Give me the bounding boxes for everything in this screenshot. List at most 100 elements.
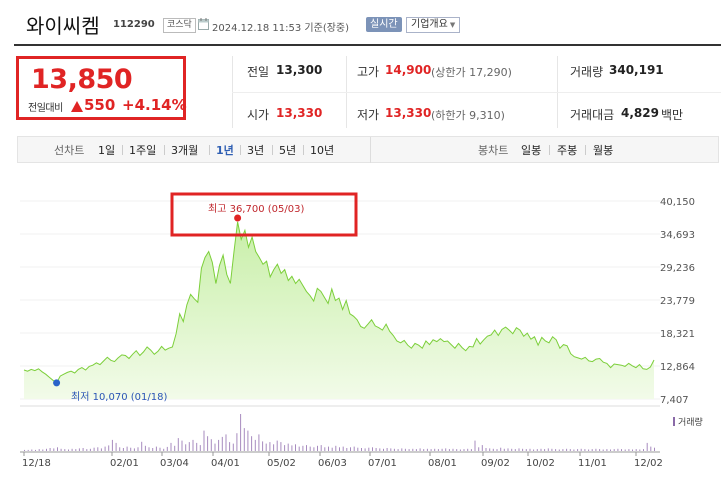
volume-bar (463, 449, 465, 451)
toolbar-separator (164, 145, 165, 155)
volume-bar (225, 434, 227, 452)
volume-bar (328, 446, 329, 451)
volume-bar (610, 449, 611, 451)
market-badge: 코스닥 (163, 18, 196, 33)
toolbar-separator (209, 145, 210, 155)
volume-bar (613, 449, 615, 451)
volume-bar (240, 414, 242, 451)
volume-bar (97, 447, 99, 451)
volume-bar (544, 449, 546, 451)
min-point (53, 379, 61, 387)
volume-bar (430, 449, 432, 451)
volume-bar (130, 447, 132, 451)
volume-bar (408, 449, 410, 451)
volume-bar (350, 447, 351, 451)
volume-value: 340,191 (609, 63, 664, 77)
volume-bar (624, 449, 626, 451)
volume-bar (218, 439, 220, 451)
volume-bar (496, 449, 498, 451)
period-3m[interactable]: 3개월 (171, 144, 199, 157)
volume-bar (448, 449, 450, 451)
volume-bar (291, 445, 293, 451)
y-tick-label: 40,150 (660, 197, 695, 208)
volume-bar (64, 449, 66, 451)
price-change: 550 (84, 96, 116, 114)
volume-bar (434, 448, 436, 451)
period-10y[interactable]: 10년 (310, 144, 335, 157)
volume-bar (357, 447, 359, 451)
volume-bar (177, 438, 179, 451)
volume-bar (459, 449, 461, 451)
volume-bar (243, 428, 245, 451)
volume-bar (320, 445, 322, 451)
volume-bar (324, 447, 326, 451)
volume-bar (262, 441, 264, 451)
amount-label: 거래대금 (570, 108, 615, 122)
volume-bar (122, 448, 124, 451)
volume-bar (141, 441, 143, 452)
max-label: 최고 36,700 (05/03) (208, 203, 304, 215)
volume-bar (298, 446, 300, 451)
volume-legend-swatch (673, 417, 675, 426)
up-triangle-icon (71, 101, 83, 112)
volume-bar (628, 449, 630, 451)
volume-bar (445, 448, 447, 451)
volume-bar (306, 445, 307, 451)
volume-bar (82, 448, 84, 451)
volume-bar (489, 448, 491, 451)
volume-bar (302, 445, 304, 451)
max-point (234, 214, 242, 222)
price-chart: 40,150 34,693 29,236 23,779 18,321 12,864 7,40… (20, 192, 703, 469)
period-1d[interactable]: 1일 (98, 144, 116, 157)
volume-bar (654, 447, 655, 451)
volume-bar (555, 449, 557, 451)
candle-weekly[interactable]: 주봉 (557, 144, 578, 157)
period-1w[interactable]: 1주일 (129, 144, 157, 157)
open-value: 13,330 (276, 106, 323, 120)
volume-bar (533, 449, 535, 451)
volume-bar (24, 449, 25, 451)
volume-bar (525, 449, 527, 451)
volume-bar (470, 449, 472, 451)
volume-bar (309, 446, 311, 451)
volume-bar (236, 433, 238, 451)
volume-bar (621, 449, 622, 451)
volume-bar (375, 448, 377, 451)
chevron-down-icon: ▼ (449, 21, 456, 29)
company-overview-dropdown[interactable]: 기업개요 ▼ (406, 17, 461, 33)
volume-bar (474, 440, 476, 451)
volume-bar (273, 444, 275, 451)
amount-value: 4,829 (621, 106, 659, 120)
candle-monthly[interactable]: 월봉 (593, 144, 614, 157)
volume-bar (68, 449, 69, 451)
volume-bar (372, 447, 373, 451)
volume-bar (606, 449, 608, 451)
volume-bar (254, 439, 256, 451)
volume-bar (383, 448, 384, 451)
volume-bar (27, 449, 29, 451)
volume-bar (639, 449, 641, 451)
volume-bar (580, 448, 582, 451)
volume-bar (115, 442, 117, 451)
volume-bar (353, 446, 355, 451)
volume-bar (540, 448, 542, 451)
x-tick-label: 03/04 (160, 458, 189, 469)
y-tick-label: 23,779 (660, 296, 695, 307)
period-3y[interactable]: 3년 (247, 144, 265, 157)
volume-bar (133, 448, 135, 451)
volume-bar (379, 448, 381, 451)
volume-bar (518, 448, 520, 451)
volume-bar (529, 448, 531, 451)
volume-bar (617, 448, 619, 451)
realtime-button[interactable]: 실시간 (366, 17, 402, 32)
volume-bar (93, 447, 95, 451)
y-tick-label: 7,407 (660, 395, 689, 406)
period-5y[interactable]: 5년 (279, 144, 297, 157)
volume-bar (119, 447, 121, 451)
x-tick-label: 04/01 (211, 458, 240, 469)
volume-bar (393, 448, 395, 451)
current-price-box: 13,850 전일대비 550 +4.14% (16, 56, 187, 120)
candle-daily[interactable]: 일봉 (521, 144, 542, 157)
stock-code: 112290 (113, 19, 155, 30)
period-1y[interactable]: 1년 (216, 144, 234, 157)
